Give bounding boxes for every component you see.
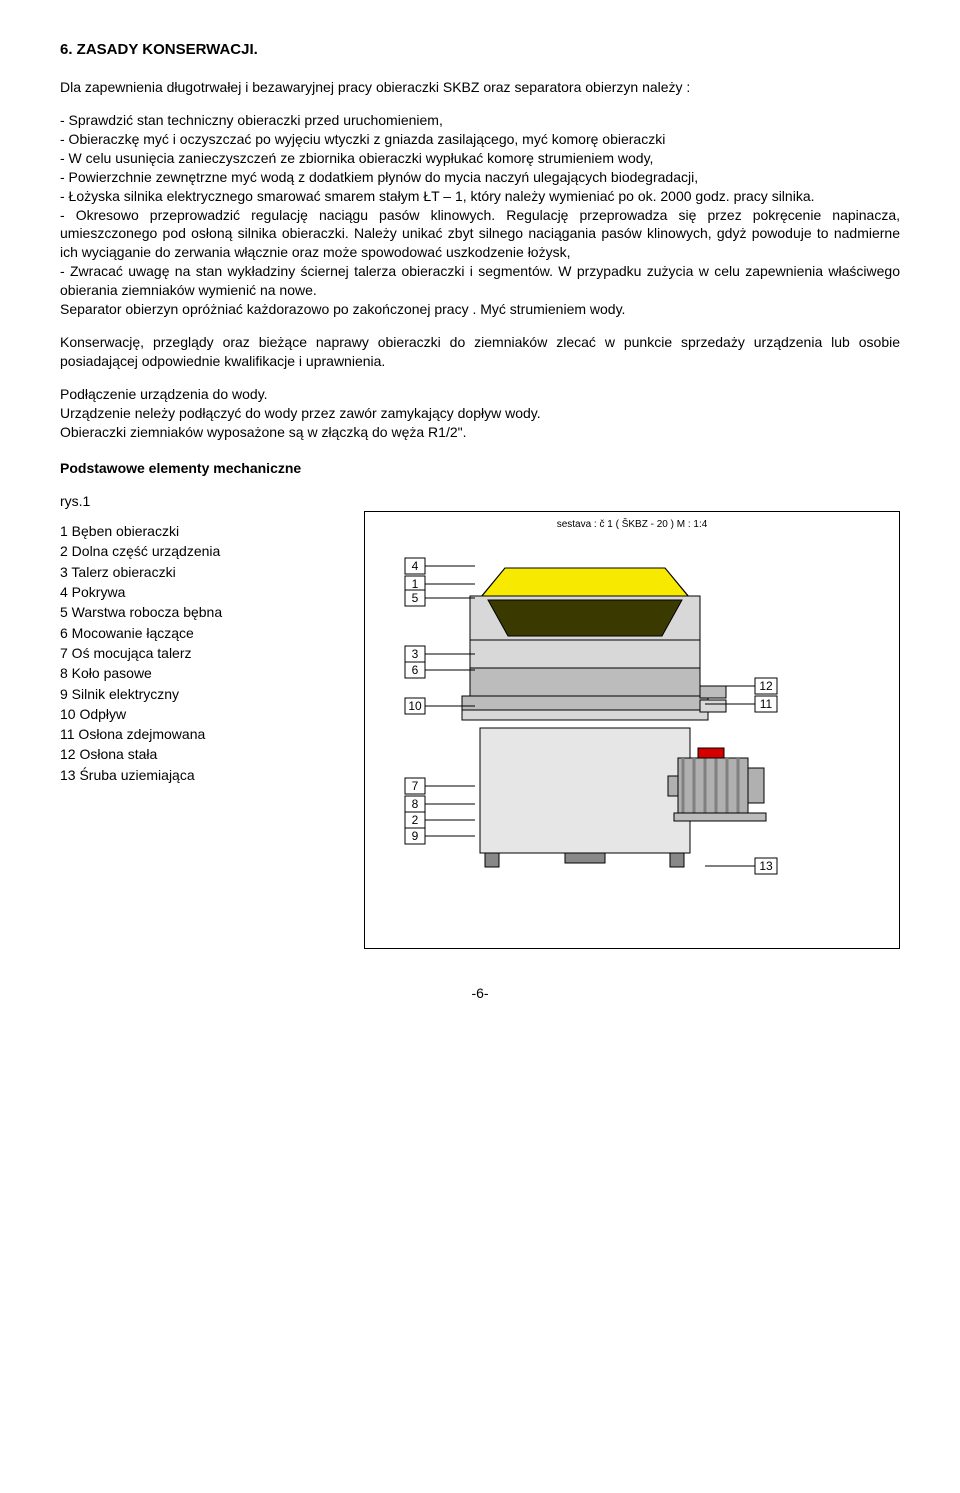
para-separator: Separator obierzyn opróżniać każdorazowo… [60,300,900,319]
water-line-2: Urządzenie neleży podłączyć do wody prze… [60,405,541,421]
para-service: Konserwację, przeglądy oraz bieżące napr… [60,333,900,371]
part-item: 2 Dolna część urządzenia [60,541,340,561]
part-item: 5 Warstwa robocza bębna [60,602,340,622]
part-item: 9 Silnik elektryczny [60,684,340,704]
svg-text:2: 2 [412,813,419,827]
svg-text:7: 7 [412,779,419,793]
bullet-line: - Obieraczkę myć i oczyszczać po wyjęciu… [60,131,665,147]
svg-text:10: 10 [408,699,422,713]
intro-paragraph: Dla zapewnienia długotrwałej i bezawaryj… [60,78,900,97]
part-item: 13 Śruba uziemiająca [60,765,340,785]
svg-text:9: 9 [412,829,419,843]
svg-text:4: 4 [412,559,419,573]
bullet-line: - Sprawdzić stan techniczny obieraczki p… [60,112,443,128]
svg-text:13: 13 [759,859,773,873]
section-heading: 6. ZASADY KONSERWACJI. [60,40,900,60]
svg-text:8: 8 [412,797,419,811]
bullet-line: - Łożyska silnika elektrycznego smarować… [60,188,815,204]
svg-text:3: 3 [412,647,419,661]
part-item: 12 Osłona stała [60,744,340,764]
svg-text:11: 11 [760,697,773,711]
page-number: -6- [60,984,900,1003]
water-connection-block: Podłączenie urządzenia do wody. Urządzen… [60,385,900,442]
bullet-block: - Sprawdzić stan techniczny obieraczki p… [60,111,900,300]
svg-text:5: 5 [412,591,419,605]
water-line-1: Podłączenie urządzenia do wody. [60,386,268,402]
part-item: 6 Mocowanie łączące [60,623,340,643]
part-item: 4 Pokrywa [60,582,340,602]
part-item: 11 Osłona zdejmowana [60,724,340,744]
bullet-line: - Zwracać uwagę na stan wykładziny ścier… [60,263,900,298]
bullet-line: - W celu usunięcia zanieczyszczeń ze zbi… [60,150,653,166]
bullet-line: - Powierzchnie zewnętrzne myć wodą z dod… [60,169,698,185]
parts-list: 1 Bęben obieraczki2 Dolna część urządzen… [60,521,340,785]
figure-label: rys.1 [60,492,900,511]
diagram-container: sestava : č 1 ( ŠKBZ - 20 ) M : 1:4 4 15 3… [364,511,900,949]
part-item: 7 Oś mocująca talerz [60,643,340,663]
water-line-3: Obieraczki ziemniaków wyposażone są w zł… [60,424,466,440]
svg-text:6: 6 [412,663,419,677]
part-item: 10 Odpływ [60,704,340,724]
sub-heading: Podstawowe elementy mechaniczne [60,459,900,478]
part-item: 8 Koło pasowe [60,663,340,683]
svg-text:12: 12 [759,679,773,693]
part-item: 3 Talerz obieraczki [60,562,340,582]
part-item: 1 Bęben obieraczki [60,521,340,541]
machine-diagram: 4 15 3 6 10 7 8 2 9 12 11 13 [375,538,795,888]
diagram-title: sestava : č 1 ( ŠKBZ - 20 ) M : 1:4 [375,518,889,532]
bullet-line: - Okresowo przeprowadzić regulację nacią… [60,207,900,261]
svg-text:1: 1 [412,577,419,591]
